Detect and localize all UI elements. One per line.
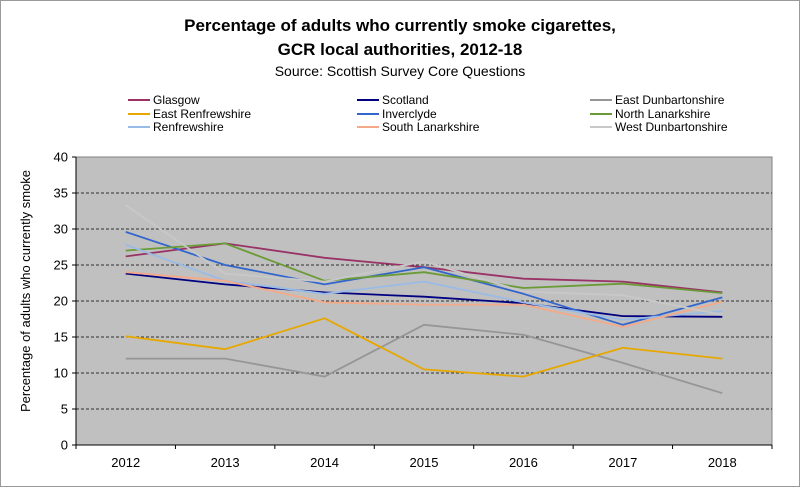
y-tick-label: 35 <box>54 186 68 201</box>
chart-title-line2: GCR local authorities, 2012-18 <box>277 40 523 59</box>
y-tick-label: 25 <box>54 258 68 273</box>
series-line-south-lanarkshire <box>125 271 723 328</box>
series-line-north-lanarkshire <box>125 242 723 294</box>
x-tick-label: 2018 <box>708 455 737 470</box>
x-tick-label: 2013 <box>211 455 240 470</box>
x-tick-label: 2015 <box>410 455 439 470</box>
axes: 0 5 10 15 20 25 30 35 40 2012 2013 2014 2015 2016 2017… <box>54 150 773 470</box>
legend-label: North Lanarkshire <box>615 107 711 121</box>
x-tick-label: 2012 <box>111 455 140 470</box>
legend: Glasgow Scotland East Dunbartonshire East R… <box>128 93 728 134</box>
legend-label: Renfrewshire <box>153 120 224 134</box>
y-axis-label: Percentage of adults who currently smoke <box>18 170 33 412</box>
chart-subtitle: Source: Scottish Survey Core Questions <box>274 63 526 79</box>
series-line-west-dunbartonshire <box>125 204 723 316</box>
series-line-scotland <box>125 272 723 318</box>
legend-item: Scotland <box>357 93 429 107</box>
x-tick-label: 2016 <box>509 455 538 470</box>
legend-label: South Lanarkshire <box>382 120 480 134</box>
legend-item: East Dunbartonshire <box>590 93 725 107</box>
y-tick-label: 15 <box>54 330 68 345</box>
legend-item: East Renfrewshire <box>128 107 251 121</box>
legend-item: West Dunbartonshire <box>590 120 728 134</box>
series-line-east-renfrewshire <box>125 317 723 378</box>
legend-item: Glasgow <box>128 93 200 107</box>
y-tick-label: 5 <box>61 402 68 417</box>
legend-item: Inverclyde <box>357 107 437 121</box>
chart-title: Percentage of adults who currently smoke… <box>184 16 616 35</box>
y-tick-label: 10 <box>54 366 68 381</box>
legend-item: North Lanarkshire <box>590 107 711 121</box>
legend-label: Scotland <box>382 93 429 107</box>
y-tick-label: 30 <box>54 222 68 237</box>
legend-label: Inverclyde <box>382 107 437 121</box>
x-tick-label: 2014 <box>310 455 339 470</box>
series-line-east-dunbartonshire <box>125 323 723 395</box>
legend-label: Glasgow <box>153 93 200 107</box>
series-lines <box>125 204 723 395</box>
legend-label: East Renfrewshire <box>153 107 251 121</box>
legend-label: West Dunbartonshire <box>615 120 728 134</box>
x-tick-label: 2017 <box>608 455 637 470</box>
legend-item: South Lanarkshire <box>357 120 480 134</box>
legend-label: East Dunbartonshire <box>615 93 725 107</box>
y-tick-label: 0 <box>61 438 68 453</box>
legend-item: Renfrewshire <box>128 120 224 134</box>
y-tick-label: 20 <box>54 294 68 309</box>
y-tick-label: 40 <box>54 150 68 165</box>
series-line-inverclyde <box>125 231 723 326</box>
